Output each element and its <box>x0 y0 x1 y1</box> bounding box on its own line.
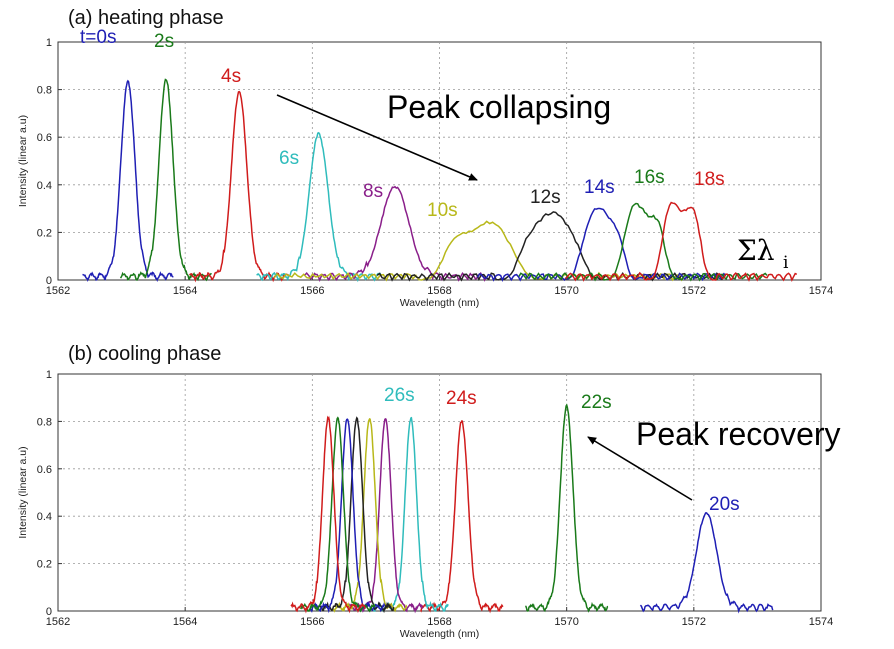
series-label: t=0s <box>80 27 116 48</box>
x-tick-label: 1572 <box>682 616 706 628</box>
y-tick-label: 0 <box>46 275 52 287</box>
annotation-peak-collapsing: Peak collapsing <box>387 89 611 125</box>
x-axis-label: Wavelength (nm) <box>400 297 480 309</box>
x-tick-label: 1570 <box>554 616 578 628</box>
series-line <box>518 202 768 282</box>
x-tick-label: 1570 <box>554 285 578 297</box>
y-tick-label: 0.4 <box>37 511 52 523</box>
series-line <box>331 417 408 613</box>
x-axis-label: Wavelength (nm) <box>400 628 480 640</box>
series-label: 24s <box>446 388 477 409</box>
x-tick-label: 1562 <box>46 616 70 628</box>
series-label: 12s <box>530 187 561 208</box>
series-label: 4s <box>221 66 241 87</box>
x-tick-label: 1574 <box>809 285 833 297</box>
y-tick-label: 1 <box>46 37 52 49</box>
y-tick-label: 0 <box>46 606 52 618</box>
series-line <box>564 201 798 282</box>
series-line <box>639 512 774 614</box>
series-label: 8s <box>363 181 383 202</box>
x-tick-label: 1568 <box>427 285 451 297</box>
x-tick-label: 1566 <box>300 285 324 297</box>
series-label: 6s <box>279 148 299 169</box>
series-line <box>419 420 504 614</box>
series-line <box>525 403 609 613</box>
series-label: 18s <box>694 169 725 190</box>
recovery-arrow <box>587 436 693 501</box>
series-line <box>82 79 174 283</box>
y-axis-label: Intensity (linear a.u) <box>17 115 29 207</box>
y-tick-label: 0.2 <box>37 559 52 571</box>
series-line <box>303 185 487 282</box>
y-tick-label: 0.6 <box>37 132 52 144</box>
y-tick-label: 0.4 <box>37 180 52 192</box>
series-label: 16s <box>634 167 665 188</box>
series-line <box>290 415 366 614</box>
panel-title: (a) heating phase <box>68 7 224 29</box>
series-line <box>299 416 376 613</box>
x-tick-label: 1572 <box>682 285 706 297</box>
y-tick-label: 0.2 <box>37 227 52 239</box>
x-tick-label: 1574 <box>809 616 833 628</box>
y-tick-label: 1 <box>46 369 52 381</box>
annotation-sum-subscript: i <box>783 253 789 273</box>
annotation-peak-recovery: Peak recovery <box>636 416 841 452</box>
series-line <box>256 131 382 283</box>
x-tick-label: 1568 <box>427 616 451 628</box>
y-tick-label: 0.8 <box>37 416 52 428</box>
x-tick-label: 1566 <box>300 616 324 628</box>
y-axis-label: Intensity (linear a.u) <box>17 446 29 538</box>
series-line <box>273 220 688 282</box>
y-tick-label: 0.6 <box>37 464 52 476</box>
y-tick-label: 0.8 <box>37 85 52 97</box>
x-tick-label: 1564 <box>173 285 197 297</box>
series-label: 22s <box>581 392 612 413</box>
x-tick-label: 1562 <box>46 285 70 297</box>
series-line <box>309 418 386 614</box>
series-line <box>376 211 726 282</box>
series-label: 20s <box>709 494 740 515</box>
collapse-arrow <box>276 94 478 181</box>
plot-area-0 <box>57 41 822 281</box>
series-label: 14s <box>584 177 615 198</box>
panel-title: (b) cooling phase <box>68 343 221 365</box>
series-label: 26s <box>384 385 415 406</box>
series-line <box>476 207 727 282</box>
series-label: 10s <box>427 200 458 221</box>
annotation-sum-symbol: Σλ <box>737 234 775 267</box>
x-tick-label: 1564 <box>173 616 197 628</box>
series-label: 2s <box>154 31 174 52</box>
plot-area-1 <box>57 373 822 612</box>
